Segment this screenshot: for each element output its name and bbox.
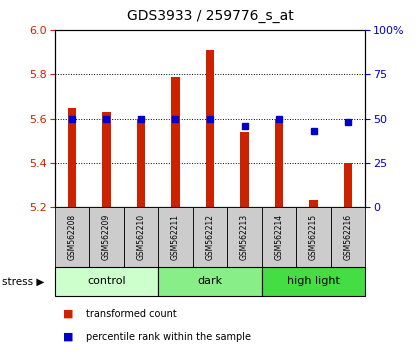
Bar <box>206 50 214 207</box>
Text: GSM562212: GSM562212 <box>205 214 215 260</box>
Bar <box>193 207 227 267</box>
Bar <box>344 163 352 207</box>
Text: control: control <box>87 276 126 286</box>
Bar <box>240 132 249 207</box>
Text: dark: dark <box>197 276 223 286</box>
Text: GSM562209: GSM562209 <box>102 214 111 260</box>
Text: stress ▶: stress ▶ <box>2 276 45 286</box>
Text: GSM562211: GSM562211 <box>171 214 180 260</box>
Text: GSM562216: GSM562216 <box>344 214 353 260</box>
Text: percentile rank within the sample: percentile rank within the sample <box>86 332 251 342</box>
Bar <box>123 207 158 267</box>
Bar <box>55 207 89 267</box>
Text: transformed count: transformed count <box>86 309 177 319</box>
Bar <box>309 200 318 207</box>
Bar <box>136 119 145 207</box>
Text: GSM562213: GSM562213 <box>240 214 249 260</box>
Bar <box>68 108 76 207</box>
Bar <box>262 207 297 267</box>
Bar <box>275 119 284 207</box>
Bar <box>55 267 158 296</box>
Text: ■: ■ <box>63 332 74 342</box>
Text: GSM562214: GSM562214 <box>275 214 284 260</box>
Bar <box>262 267 365 296</box>
Text: GDS3933 / 259776_s_at: GDS3933 / 259776_s_at <box>126 9 294 23</box>
Bar <box>102 112 111 207</box>
Text: GSM562215: GSM562215 <box>309 214 318 260</box>
Bar <box>171 76 180 207</box>
Bar <box>158 267 262 296</box>
Bar <box>227 207 262 267</box>
Text: GSM562208: GSM562208 <box>67 214 76 260</box>
Bar <box>297 207 331 267</box>
Text: GSM562210: GSM562210 <box>136 214 145 260</box>
Bar <box>158 207 193 267</box>
Bar <box>331 207 365 267</box>
Bar <box>89 207 123 267</box>
Text: high light: high light <box>287 276 340 286</box>
Text: ■: ■ <box>63 309 74 319</box>
